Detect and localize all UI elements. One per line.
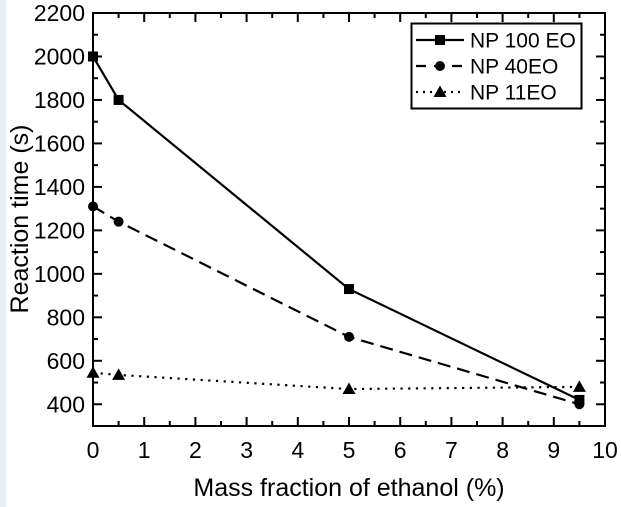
- y-tick-labels: 400 600 800 1000 1200 1400 1600 1800 2000 2200: [34, 0, 85, 417]
- y-tick-label: 1400: [34, 174, 85, 200]
- x-tick-label: 1: [138, 437, 151, 463]
- x-tick-label: 8: [496, 437, 509, 463]
- y-tick-label: 2000: [34, 43, 85, 69]
- legend-entry: NP 100 EO: [416, 30, 576, 53]
- x-tick-label: 10: [592, 437, 618, 463]
- triangle-marker: [86, 366, 100, 378]
- x-axis-title: Mass fraction of ethanol (%): [193, 474, 504, 502]
- y-axis-title: Reaction time (s): [6, 125, 34, 314]
- y-tick-label: 800: [47, 304, 85, 330]
- legend-label: NP 40EO: [470, 56, 558, 79]
- legend: NP 100 EO NP 40EO NP 11EO: [410, 22, 583, 110]
- square-marker: [88, 51, 98, 62]
- square-marker: [113, 94, 124, 105]
- square-marker: [344, 284, 354, 295]
- x-tick-label: 0: [87, 437, 100, 463]
- x-tick-label: 7: [445, 437, 458, 463]
- triangle-marker: [342, 382, 356, 395]
- x-tick-label: 6: [394, 437, 407, 463]
- data-series: [86, 51, 586, 410]
- legend-triangle-marker: [433, 85, 447, 97]
- series-line: [92, 55, 580, 401]
- legend-label: NP 11EO: [470, 82, 557, 105]
- circle-marker: [344, 331, 354, 342]
- y-tick-label: 1000: [34, 261, 85, 287]
- x-tick-label: 5: [343, 437, 356, 463]
- y-tick-label: 600: [47, 348, 85, 374]
- circle-marker: [574, 399, 585, 410]
- y-tick-label: 1800: [34, 87, 85, 113]
- circle-marker: [88, 201, 98, 212]
- x-tick-label: 4: [291, 437, 304, 463]
- x-tick-labels: 0 1 2 3 4 5 6 7 8 9 10: [87, 437, 618, 463]
- legend-square-marker: [435, 35, 445, 45]
- window-edge: [0, 0, 6, 507]
- series-circle: [88, 201, 585, 410]
- legend-label: NP 100 EO: [470, 30, 576, 53]
- series-triangle: [86, 366, 586, 395]
- x-tick-label: 2: [189, 437, 202, 463]
- y-tick-label: 400: [47, 391, 85, 417]
- x-tick-label: 9: [547, 437, 560, 463]
- series-line: [92, 371, 580, 391]
- y-tick-label: 1200: [34, 217, 85, 243]
- triangle-marker: [112, 368, 126, 380]
- y-tick-label: 2200: [34, 0, 85, 26]
- series-line: [92, 205, 580, 406]
- triangle-marker: [572, 380, 586, 392]
- x-tick-label: 3: [240, 437, 253, 463]
- circle-marker: [113, 216, 124, 227]
- legend-entry: NP 11EO: [416, 82, 557, 105]
- y-tick-label: 1600: [34, 130, 85, 156]
- legend-entry: NP 40EO: [416, 56, 558, 79]
- legend-circle-marker: [435, 61, 445, 71]
